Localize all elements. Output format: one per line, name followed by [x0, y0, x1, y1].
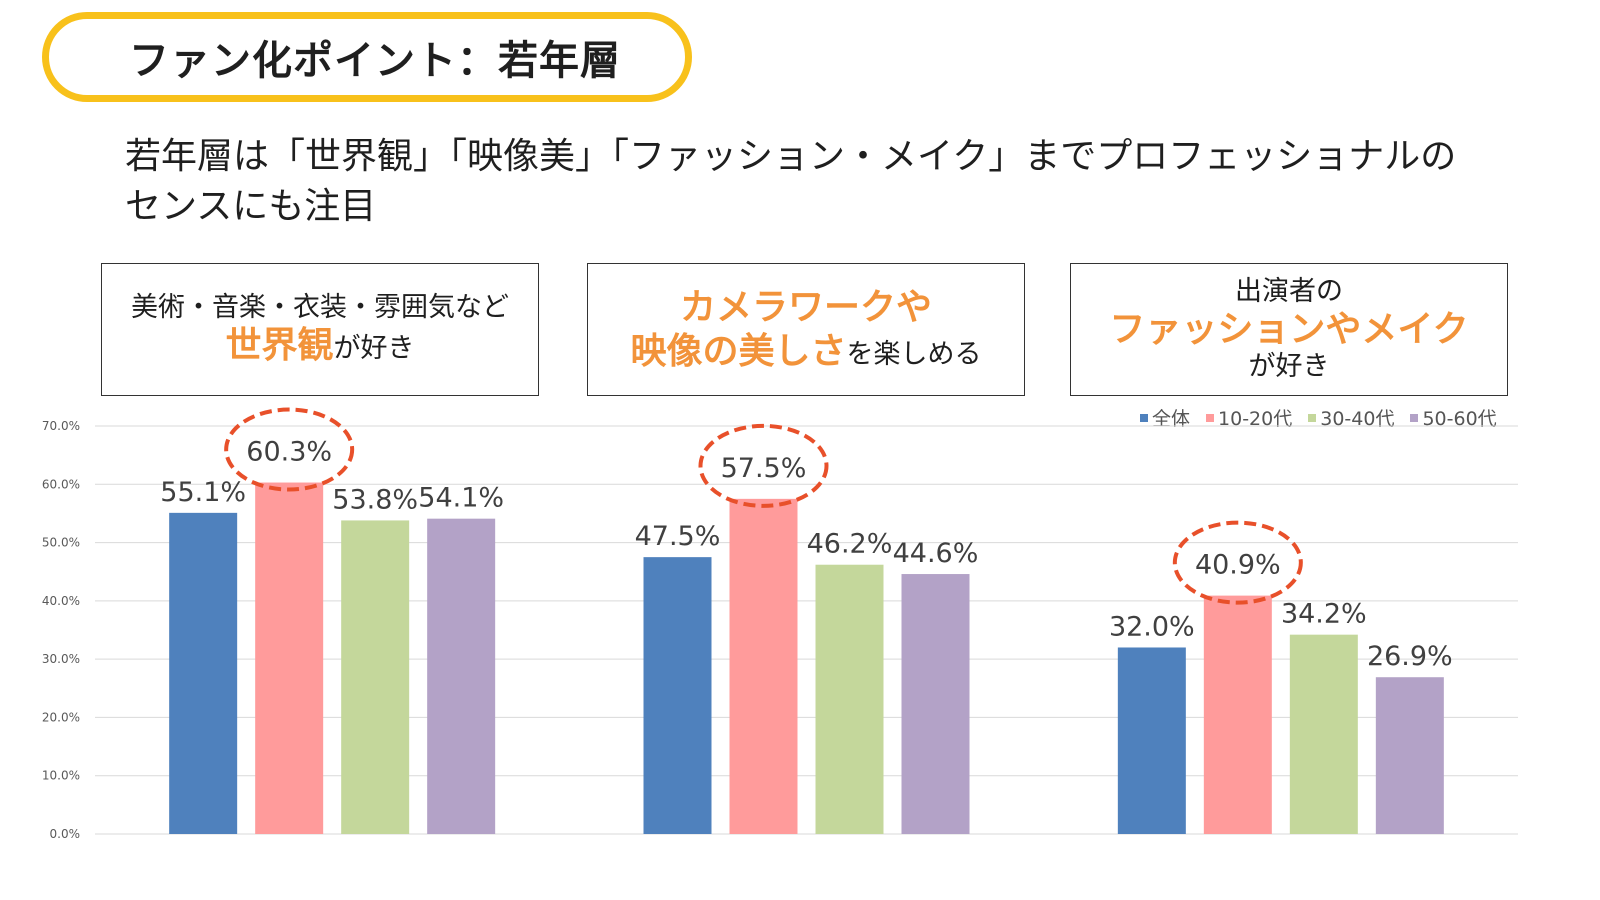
callout-highlight: 世界観 — [225, 325, 334, 367]
callout-box-fashion: 出演者の ファッションやメイク が好き — [1070, 263, 1508, 396]
legend-item: 10-20代 — [1206, 404, 1292, 431]
y-tick-label: 0.0% — [50, 827, 81, 841]
bar — [901, 574, 970, 834]
highlight-ring — [1172, 520, 1303, 605]
y-tick-label: 10.0% — [42, 769, 80, 783]
callout-highlight: 映像の美しさ — [630, 330, 847, 372]
callout-text: を楽しめる — [846, 338, 982, 370]
legend-swatch — [1308, 413, 1317, 422]
chart-legend: 全体 10-20代 30-40代 50-60代 — [1140, 404, 1497, 431]
callout-text: 出演者の — [1235, 275, 1343, 307]
data-label: 26.9% — [1367, 641, 1453, 672]
data-label: 44.6% — [893, 538, 979, 569]
legend-item: 50-60代 — [1410, 404, 1497, 431]
callout-text: が好き — [1248, 351, 1330, 383]
legend-swatch — [1206, 413, 1215, 422]
y-tick-label: 40.0% — [42, 594, 80, 608]
data-label: 57.5% — [721, 453, 807, 484]
data-label: 54.1% — [418, 483, 504, 514]
bar — [1203, 595, 1272, 834]
page-title: ファン化ポイント：若年層 — [129, 38, 621, 84]
data-label: 34.2% — [1281, 599, 1367, 630]
legend-swatch — [1140, 413, 1148, 422]
callout-box-worldview: 美術・音楽・衣装・雰囲気など 世界観が好き — [101, 263, 539, 396]
bar — [1117, 647, 1186, 834]
data-label: 55.1% — [160, 477, 246, 508]
bar — [1289, 634, 1358, 834]
bar — [341, 520, 410, 834]
bar — [169, 512, 238, 834]
bar — [643, 557, 712, 834]
data-label: 60.3% — [246, 437, 332, 468]
subtitle-line-1: 若年層は「世界観」「映像美」「ファッション・メイク」までプロフェッショナルの — [125, 136, 1457, 177]
legend-item: 30-40代 — [1308, 404, 1394, 431]
data-label: 46.2% — [807, 529, 893, 560]
title-pill: ファン化ポイント：若年層 — [42, 12, 692, 102]
data-label: 53.8% — [332, 484, 418, 515]
y-tick-label: 50.0% — [42, 536, 80, 550]
legend-label: 全体 — [1152, 408, 1191, 430]
subtitle-line-2: センスにも注目 — [125, 186, 377, 227]
legend-label: 10-20代 — [1218, 408, 1293, 430]
highlight-ring — [224, 407, 355, 492]
legend-label: 30-40代 — [1320, 408, 1395, 430]
callout-text: が好き — [333, 333, 415, 365]
y-tick-label: 20.0% — [42, 710, 80, 724]
legend-swatch — [1410, 413, 1419, 422]
callout-text: 美術・音楽・衣装・雰囲気など — [131, 291, 509, 323]
bar — [1375, 677, 1444, 834]
subtitle: 若年層は「世界観」「映像美」「ファッション・メイク」までプロフェッショナルの セ… — [125, 132, 1505, 232]
bar — [729, 498, 798, 834]
highlight-ring — [698, 423, 829, 508]
callout-box-visuals: カメラワークや 映像の美しさを楽しめる — [587, 263, 1025, 396]
legend-label: 50-60代 — [1422, 408, 1497, 430]
y-tick-label: 30.0% — [42, 652, 80, 666]
data-label: 32.0% — [1109, 611, 1195, 642]
bar — [255, 482, 324, 834]
data-label: 47.5% — [635, 521, 721, 552]
y-tick-label: 70.0% — [42, 419, 80, 433]
callout-highlight: ファッションやメイク — [1109, 308, 1469, 350]
data-label: 40.9% — [1195, 550, 1281, 581]
callout-highlight: カメラワークや — [679, 287, 932, 329]
legend-item: 全体 — [1140, 404, 1190, 431]
bar — [427, 518, 496, 834]
bar — [815, 564, 884, 834]
y-tick-label: 60.0% — [42, 477, 80, 491]
